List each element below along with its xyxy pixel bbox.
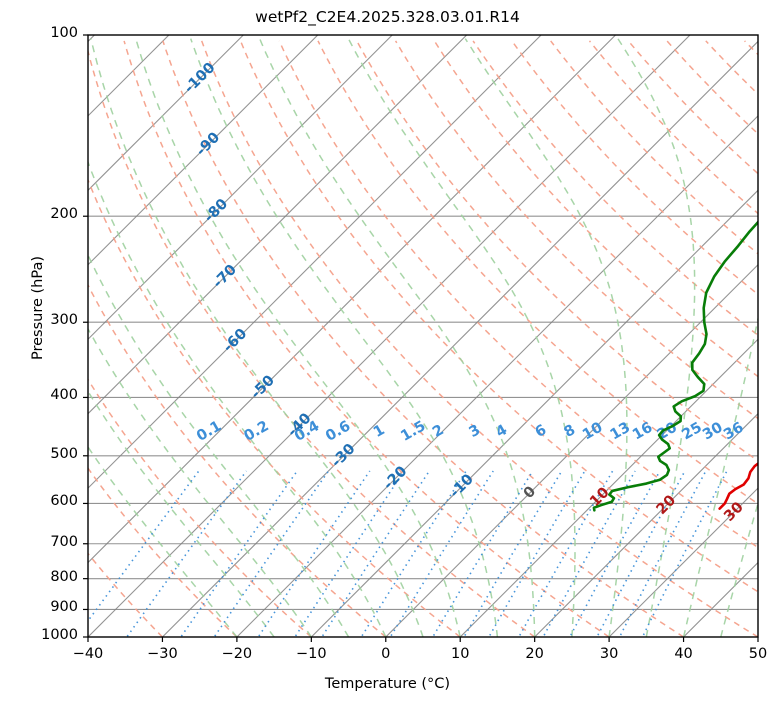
- x-tick-label: −30: [147, 646, 178, 662]
- x-tick-label: 0: [381, 646, 391, 662]
- x-tick-label: 30: [599, 646, 619, 662]
- y-tick-label: 500: [50, 445, 78, 462]
- y-tick-label: 300: [50, 312, 78, 329]
- chart-title: wetPf2_C2E4.2025.328.03.01.R14: [255, 8, 520, 26]
- x-tick-label: −40: [72, 646, 104, 662]
- profile-dewpoint: [592, 220, 758, 512]
- x-tick-label: −10: [296, 646, 327, 662]
- axis-ticks: [83, 34, 759, 642]
- y-tick-label: 1000: [41, 627, 78, 643]
- x-tick-label: 40: [674, 646, 693, 662]
- x-tick-label: 20: [525, 646, 544, 662]
- y-tick-label: 700: [50, 533, 78, 550]
- y-tick-label: 600: [50, 493, 78, 510]
- plot-frame: [87, 34, 759, 638]
- profile-temperature: [718, 462, 758, 510]
- profile-traces: [592, 220, 758, 512]
- x-axis-label: Temperature (°C): [324, 676, 451, 692]
- y-tick-label: 800: [50, 568, 78, 585]
- y-tick-label: 100: [50, 25, 78, 41]
- y-tick-label: 400: [50, 387, 78, 404]
- y-tick-label: 900: [50, 599, 78, 616]
- y-tick-label: 200: [50, 206, 78, 223]
- x-tick-label: 10: [450, 646, 470, 662]
- x-tick-label: 50: [748, 646, 768, 662]
- x-tick-label: −20: [221, 646, 253, 662]
- background-gridlines: [88, 35, 758, 637]
